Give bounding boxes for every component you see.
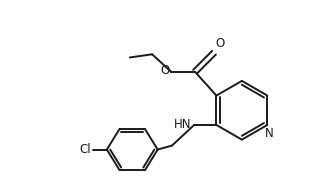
Text: O: O bbox=[216, 37, 225, 50]
Text: HN: HN bbox=[173, 118, 191, 131]
Text: O: O bbox=[160, 64, 170, 77]
Text: Cl: Cl bbox=[79, 143, 91, 156]
Text: N: N bbox=[264, 127, 273, 139]
